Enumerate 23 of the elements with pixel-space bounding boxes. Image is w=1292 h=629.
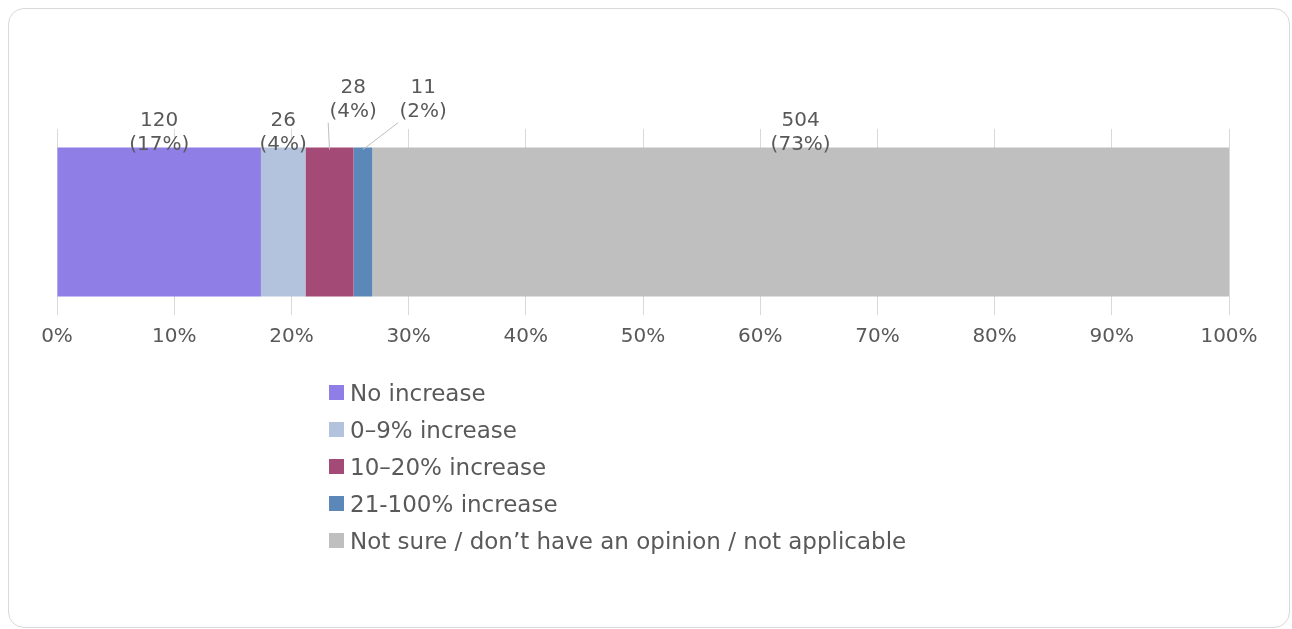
x-tick-label: 70% [855,323,900,348]
x-tick-label: 20% [269,323,314,348]
data-label: 28 (4%) [329,73,377,122]
x-tick-label: 100% [1200,323,1258,348]
data-label: 11 (2%) [399,73,447,122]
data-label: 120 (17%) [129,106,190,155]
x-tick-label: 10% [151,323,197,348]
legend-label: Not sure / don’t have an opinion / not applicable [350,527,907,554]
legend-label: No increase [350,379,486,406]
x-tick-label: 50% [620,323,666,348]
x-tick-label: 40% [503,323,549,348]
bar [305,147,354,297]
x-tick-label: 60% [737,323,783,348]
x-tick-label: 80% [972,323,1017,348]
legend-label: 21-100% increase [350,490,558,517]
legend-label: 0–9% increase [350,416,517,443]
legend-label: 10–20% increase [350,453,547,480]
bar [353,147,373,297]
x-tick-label: 90% [1089,323,1135,348]
data-label: 504 (73%) [770,106,831,155]
x-tick-label: 0% [41,323,73,348]
x-tick-label: 30% [386,323,431,348]
data-label: 26 (4%) [259,106,307,155]
